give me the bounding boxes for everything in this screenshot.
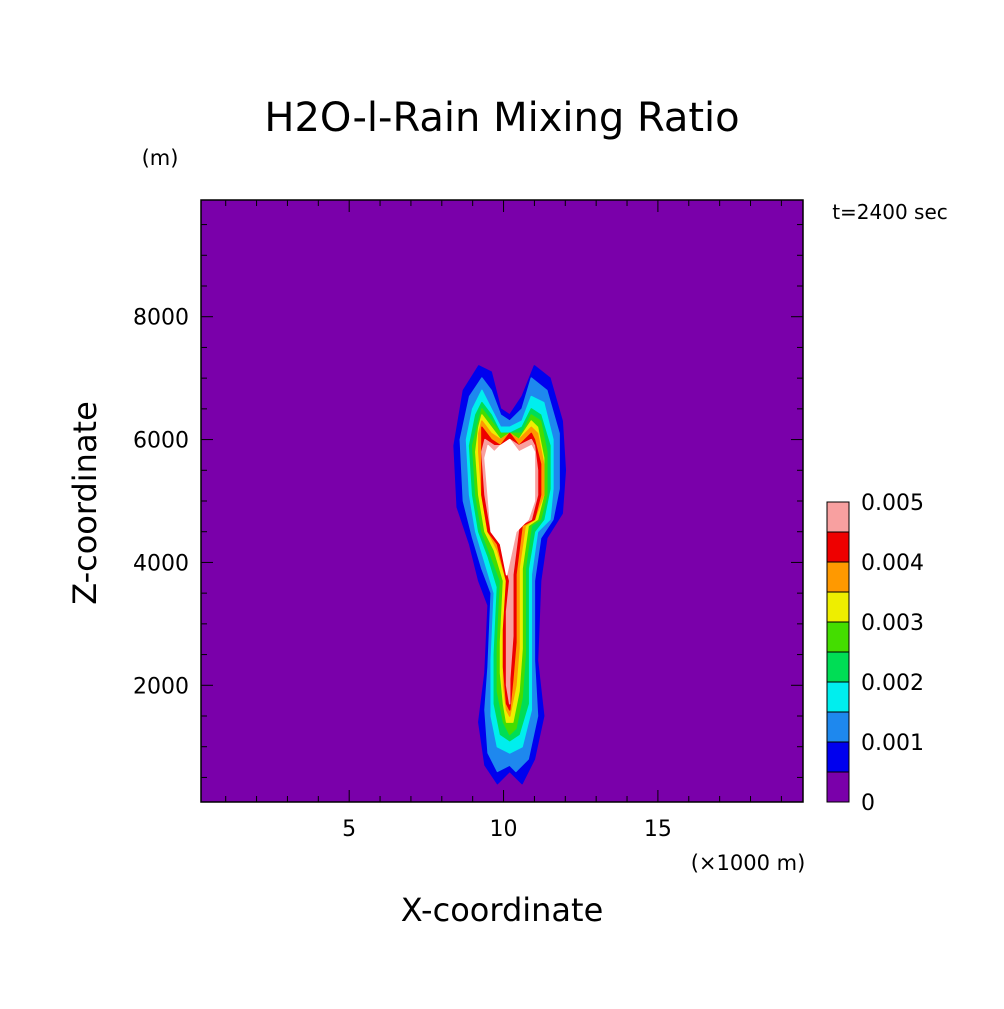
y-axis-title: Z-coordinate <box>66 401 104 605</box>
x-tick-label: 15 <box>644 817 672 842</box>
colorbar: 0 0.001 0.002 0.003 0.004 0.005 <box>826 491 924 816</box>
colorbar-tick-label: 0.004 <box>861 551 924 576</box>
y-tick-label: 6000 <box>133 429 189 454</box>
y-unit-label: (m) <box>142 146 179 170</box>
y-tick-label: 4000 <box>133 551 189 576</box>
colorbar-swatch <box>826 681 850 713</box>
axes: 5 10 15 2000 4000 6000 8000 <box>133 199 804 842</box>
colorbar-tick-label: 0.001 <box>861 731 924 756</box>
colorbar-swatch <box>826 651 850 683</box>
chart-title: H2O-l-Rain Mixing Ratio <box>264 95 739 141</box>
colorbar-swatch <box>826 621 850 653</box>
colorbar-tick-label: 0.003 <box>861 611 924 636</box>
plot-area <box>201 200 803 802</box>
x-tick-label: 10 <box>490 817 518 842</box>
colorbar-swatch <box>826 531 850 563</box>
colorbar-swatch <box>826 561 850 593</box>
colorbar-swatch <box>826 771 850 803</box>
colorbar-swatch <box>826 741 850 773</box>
x-tick-label: 5 <box>342 817 356 842</box>
colorbar-tick-label: 0.002 <box>861 671 924 696</box>
colorbar-swatch <box>826 591 850 623</box>
time-label: t=2400 sec <box>832 200 948 224</box>
contour-region-level-10 <box>484 438 536 576</box>
y-tick-label: 8000 <box>133 306 189 331</box>
x-axis-title: X-coordinate <box>401 891 604 929</box>
x-unit-label: (×1000 m) <box>691 851 806 875</box>
colorbar-swatch <box>826 711 850 743</box>
y-tick-label: 2000 <box>133 674 189 699</box>
colorbar-tick-label: 0 <box>861 791 875 816</box>
colorbar-tick-label: 0.005 <box>861 491 924 516</box>
colorbar-swatch <box>826 501 850 533</box>
